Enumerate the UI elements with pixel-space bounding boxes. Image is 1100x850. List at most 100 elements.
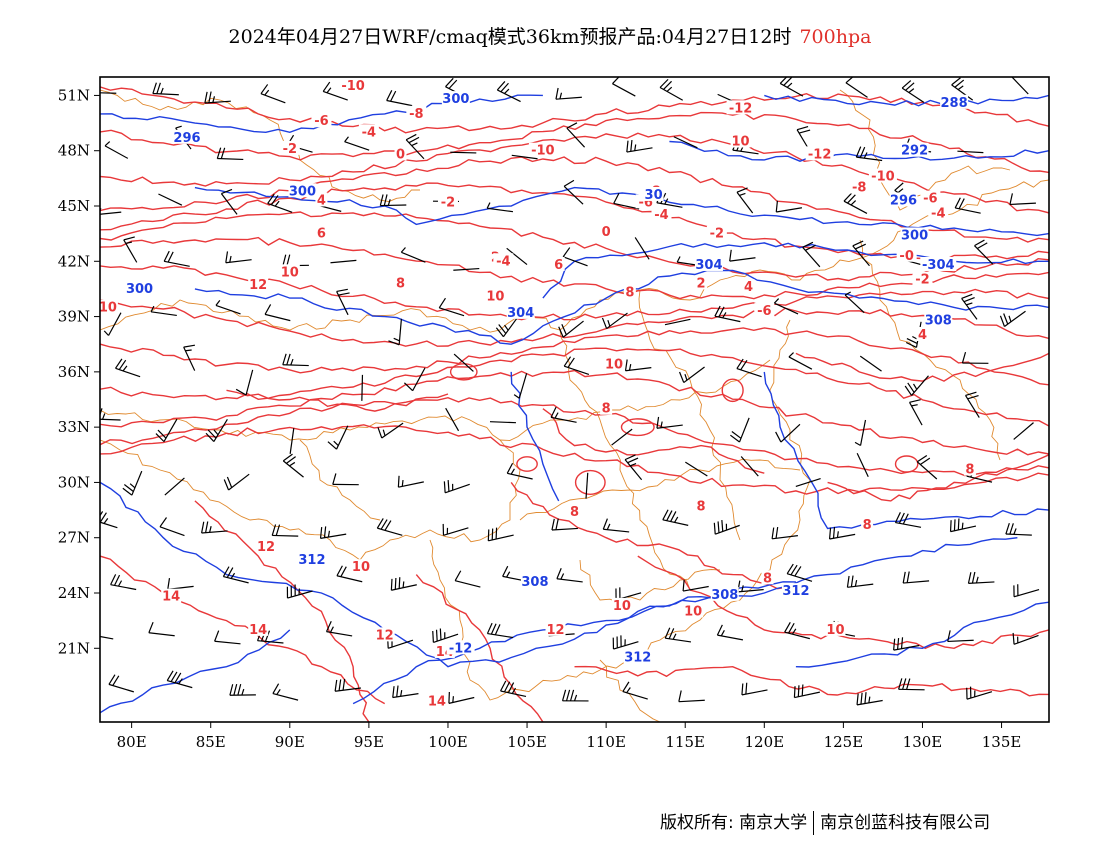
barb-flag [95,203,97,214]
barb-half [791,628,797,635]
barb-flag [123,484,134,492]
wind-barb [158,193,183,206]
label-backdrop [781,583,810,598]
wind-barb [122,470,143,496]
wind-barb [622,681,648,700]
barb-half [854,580,858,587]
barb-staff [361,374,364,401]
barb-flag [325,621,332,632]
barb-staff [115,367,141,378]
barb-flag [664,627,671,639]
barb-flag [954,79,965,88]
label-backdrop [730,133,751,148]
barb-staff [289,428,295,454]
temperature-label: 8 [863,518,872,533]
wind-barb [319,526,347,539]
wind-barb [562,247,588,267]
barb-flag [260,84,269,95]
barb-flag [845,77,854,84]
barb-flag [951,77,961,86]
wind-barb [104,141,129,159]
label-backdrop [726,100,755,115]
wind-barb [506,462,533,480]
barb-staff [260,93,286,104]
barb-staff [683,585,709,592]
barb-flag [555,518,559,530]
barb-staff [272,534,299,537]
temperature-contour [637,555,1049,650]
barb-flag [157,429,167,439]
barb-flag [678,690,682,702]
temperature-contour-loop [721,378,744,403]
barb-flag [805,244,816,251]
label-backdrop [889,192,918,207]
barb-flag [1003,313,1009,325]
barb-flag [790,564,798,576]
barb-flag [118,359,127,370]
barb-staff [398,318,402,345]
temperature-contour [510,481,797,594]
barb-half [504,324,509,331]
barb-flag [403,382,414,392]
wind-barb [282,453,304,478]
wind-barb [400,247,426,263]
wind-barb [682,579,709,592]
barb-half [103,330,109,336]
temperature-contour-loop [516,456,538,472]
wind-barb [496,81,521,103]
geopotential-label: 296 [890,193,917,208]
temperature-label: -6 [314,114,328,129]
barb-flag [967,395,979,400]
barb-half [629,462,637,467]
barb-staff [717,634,744,641]
barb-flag [495,327,504,338]
barb-half [559,92,563,100]
wind-barb [214,630,241,645]
barb-half [513,394,520,399]
wind-barb [1009,193,1036,206]
barb-flag [235,388,247,396]
barb-half [400,689,403,697]
wind-barb [856,453,869,478]
barb-half [506,571,511,578]
barb-half [628,363,632,371]
barb-flag [843,192,853,202]
barb-staff [152,92,179,96]
barb-half [452,696,455,703]
temperature-label: 6 [317,227,326,242]
barb-flag [225,251,229,263]
barb-flag [174,672,182,684]
geopotential-label: 300 [126,282,153,297]
barb-half [897,188,904,194]
barb-half [1010,73,1016,76]
barb-staff [377,527,403,536]
wind-barb [486,622,514,639]
barb-flag [396,685,399,697]
barb-flag [566,122,578,129]
barb-staff [736,367,762,378]
barb-staff [685,461,708,477]
temperature-label: 0 [396,147,405,162]
barb-flag [718,306,725,318]
barb-half [908,88,915,93]
wind-barb [325,621,353,637]
lon-tick-label: 100E [428,733,468,751]
barb-flag [398,577,401,589]
barb-half [773,298,780,304]
wind-barb [563,356,590,375]
geopotential-contour [542,242,1049,299]
barb-flag [916,455,928,463]
barb-flag [114,574,121,586]
barb-flag [847,194,856,204]
wind-barb [999,310,1026,327]
label-backdrop [446,640,475,655]
barb-half [722,312,727,319]
barb-staff [673,136,698,149]
label-backdrop [256,538,277,553]
barb-half [329,626,334,633]
geopotential-label: 304 [695,258,722,273]
wind-barb [442,523,469,536]
barb-flag [630,139,633,152]
barb-flag [327,441,337,450]
barb-flag [216,147,222,159]
